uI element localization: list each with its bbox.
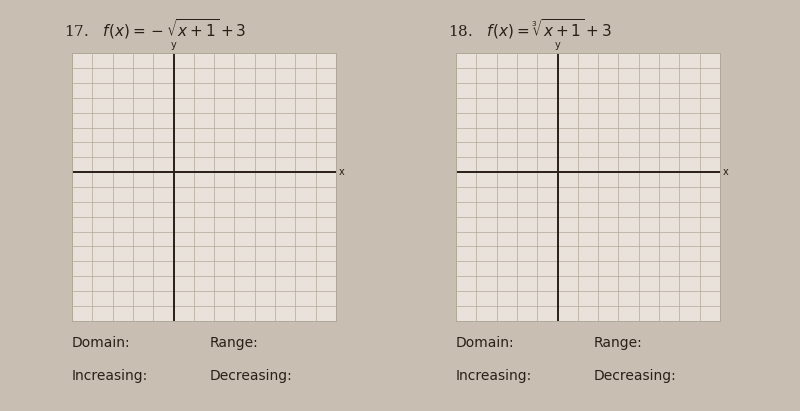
Text: Increasing:: Increasing:: [72, 369, 148, 383]
Text: Domain:: Domain:: [72, 336, 130, 350]
Text: 18.   $f(x)=\sqrt[3]{x+1}+3$: 18. $f(x)=\sqrt[3]{x+1}+3$: [448, 17, 612, 41]
Text: Range:: Range:: [210, 336, 258, 350]
Text: Increasing:: Increasing:: [456, 369, 532, 383]
Text: 17.   $f(x)=-\sqrt{x+1}+3$: 17. $f(x)=-\sqrt{x+1}+3$: [64, 17, 246, 41]
Text: Decreasing:: Decreasing:: [210, 369, 292, 383]
Text: Decreasing:: Decreasing:: [594, 369, 676, 383]
Text: y: y: [170, 40, 177, 51]
Text: x: x: [339, 167, 345, 177]
Text: Range:: Range:: [594, 336, 642, 350]
Text: x: x: [723, 167, 729, 177]
Text: Domain:: Domain:: [456, 336, 514, 350]
Text: y: y: [554, 40, 561, 51]
